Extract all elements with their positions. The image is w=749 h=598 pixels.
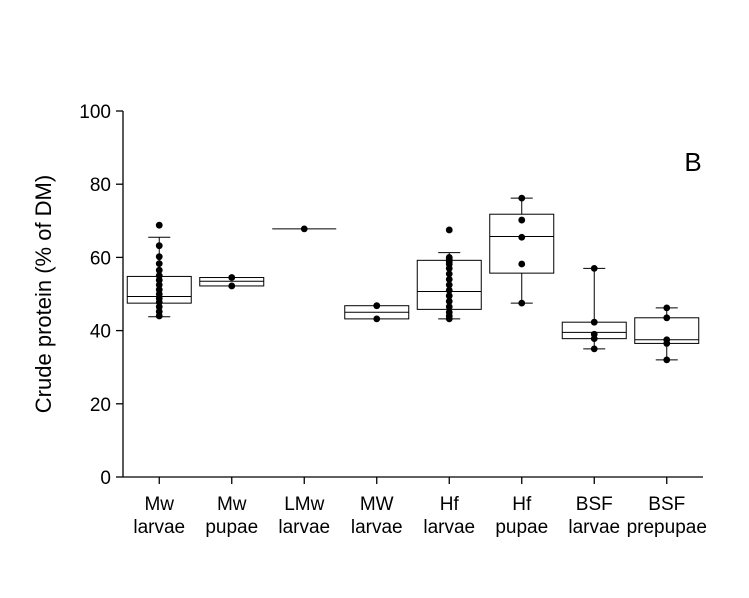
data-point (155, 260, 163, 268)
data-point (445, 315, 453, 323)
data-point (373, 302, 381, 310)
data-point (518, 194, 526, 202)
y-axis-label: Crude protein (% of DM) (31, 175, 56, 413)
x-category-label-line2: larvae (568, 517, 620, 538)
data-point (445, 286, 453, 294)
data-point (518, 299, 526, 307)
x-category-label-line2: larvae (278, 517, 330, 538)
x-category-label-line2: larvae (133, 517, 185, 538)
data-point (155, 298, 163, 306)
y-tick-label: 20 (90, 395, 111, 416)
x-category-label-line1: Mw (217, 494, 247, 515)
x-category-label-line1: BSF (576, 494, 613, 515)
data-point (445, 303, 453, 311)
x-category-label-line1: Hf (512, 494, 532, 515)
data-point (518, 233, 526, 241)
data-point (155, 276, 163, 284)
data-point (590, 318, 598, 326)
panel-label: B (684, 147, 701, 177)
data-point (590, 335, 598, 343)
x-category-label-line2: pupae (205, 517, 258, 538)
data-point (228, 282, 236, 290)
data-point (155, 221, 163, 229)
points-group (155, 194, 671, 364)
data-point (445, 297, 453, 305)
x-category-label-line1: BSF (648, 494, 685, 515)
data-point (663, 356, 671, 364)
x-category-label-line1: LMw (284, 494, 324, 515)
data-point (155, 303, 163, 311)
data-point (445, 275, 453, 283)
labels-group: 020406080100MwlarvaeMwpupaeLMwlarvaeMWla… (31, 102, 707, 538)
data-point (663, 304, 671, 312)
data-point (445, 270, 453, 278)
data-point (445, 292, 453, 300)
data-point (445, 226, 453, 234)
data-point (518, 216, 526, 224)
data-point (228, 274, 236, 281)
data-point (155, 242, 163, 250)
box-iqr (489, 213, 555, 274)
y-tick-label: 100 (79, 102, 111, 123)
x-category-label-line1: Mw (144, 494, 174, 515)
data-point (590, 345, 598, 353)
data-point (155, 253, 163, 261)
data-point (155, 266, 163, 274)
axes-group (116, 110, 703, 484)
y-tick-label: 0 (100, 468, 111, 489)
data-point (663, 340, 671, 347)
y-tick-label: 40 (90, 322, 111, 343)
data-point (445, 281, 453, 289)
x-category-label-line2: larvae (423, 517, 475, 538)
data-point (300, 225, 308, 233)
y-tick-label: 60 (90, 248, 111, 269)
data-point (518, 260, 526, 268)
data-point (445, 264, 453, 272)
data-point (155, 312, 163, 320)
data-point (155, 281, 163, 289)
y-tick-label: 80 (90, 175, 111, 196)
data-point (373, 315, 381, 323)
data-point (590, 264, 598, 272)
x-category-label-line2: prepupae (627, 517, 707, 538)
x-category-label-line2: pupae (495, 517, 548, 538)
x-category-label-line1: Hf (440, 494, 460, 515)
x-category-label-line2: larvae (351, 517, 403, 538)
x-category-label-line1: MW (360, 494, 394, 515)
data-point (663, 314, 671, 322)
